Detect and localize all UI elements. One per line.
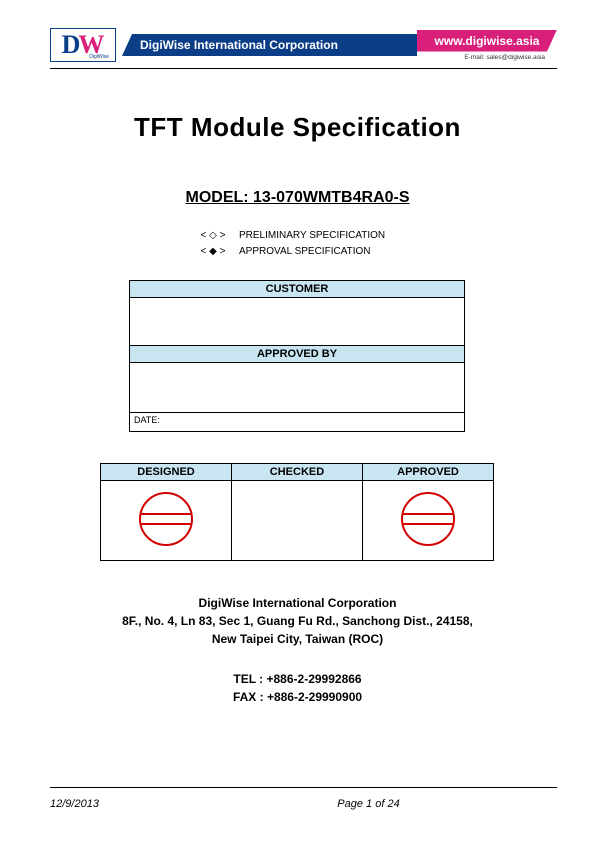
customer-header: CUSTOMER xyxy=(130,281,464,298)
col-checked: CHECKED xyxy=(232,464,363,481)
col-approved: APPROVED xyxy=(363,464,494,481)
tel-line: TEL : +886-2-29992866 xyxy=(0,670,595,688)
page-footer: 12/9/2013 Page 1 of 24 xyxy=(50,798,557,810)
col-designed: DESIGNED xyxy=(101,464,232,481)
company-address: DigiWise International Corporation 8F., … xyxy=(60,594,535,648)
email-text: E-mail: sales@digiwise.asia xyxy=(417,54,557,61)
company-banner: DigiWise International Corporation xyxy=(122,34,417,56)
customer-field xyxy=(130,298,464,346)
cell-checked xyxy=(232,481,363,561)
preliminary-spec-label: PRELIMINARY SPECIFICATION xyxy=(239,228,385,244)
footer-page: Page 1 of 24 xyxy=(180,798,557,810)
logo: D W DigiWise xyxy=(50,28,116,62)
stamp-approved-icon xyxy=(399,490,457,548)
spec-options: < ◇ > PRELIMINARY SPECIFICATION < ◆ > AP… xyxy=(195,228,385,260)
cell-approved xyxy=(363,481,494,561)
company-name: DigiWise International Corporation xyxy=(60,594,535,612)
fax-line: FAX : +886-2-29990900 xyxy=(0,688,595,706)
cell-designed xyxy=(101,481,232,561)
diamond-filled-icon: < ◆ > xyxy=(195,244,231,260)
url-block: www.digiwise.asia E-mail: sales@digiwise… xyxy=(417,30,557,61)
header-bar: D W DigiWise DigiWise International Corp… xyxy=(50,28,557,62)
logo-subtext: DigiWise xyxy=(89,54,109,60)
diamond-open-icon: < ◇ > xyxy=(195,228,231,244)
header-rule xyxy=(50,68,557,69)
page-title: TFT Module Specification xyxy=(0,112,595,143)
company-addr1: 8F., No. 4, Ln 83, Sec 1, Guang Fu Rd., … xyxy=(60,612,535,630)
company-addr2: New Taipei City, Taiwan (ROC) xyxy=(60,630,535,648)
approved-by-header: APPROVED BY xyxy=(130,346,464,363)
date-label: DATE: xyxy=(130,413,464,431)
contact-block: TEL : +886-2-29992866 FAX : +886-2-29990… xyxy=(0,670,595,706)
stamp-designed-icon xyxy=(137,490,195,548)
approved-by-field xyxy=(130,363,464,413)
model-label: MODEL: 13-070WMTB4RA0-S xyxy=(0,189,595,207)
customer-approval-table: CUSTOMER APPROVED BY DATE: xyxy=(129,280,465,432)
signoff-table: DESIGNED CHECKED APPROVED xyxy=(100,463,494,561)
footer-rule xyxy=(50,787,557,788)
website-url: www.digiwise.asia xyxy=(417,30,557,52)
approval-spec-label: APPROVAL SPECIFICATION xyxy=(239,244,371,260)
